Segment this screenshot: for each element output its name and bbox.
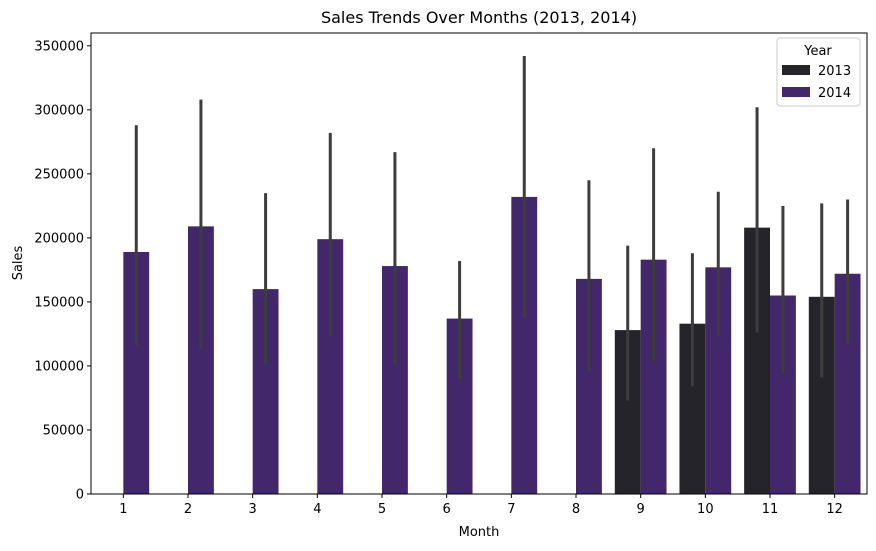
x-tick-label: 1 (119, 502, 127, 517)
chart-title: Sales Trends Over Months (2013, 2014) (321, 8, 637, 27)
x-tick-label: 3 (249, 502, 257, 517)
y-axis-label: Sales (11, 245, 26, 280)
x-tick-label: 2 (184, 502, 192, 517)
legend-swatch-2014 (782, 87, 810, 97)
y-tick-label: 250000 (34, 167, 84, 182)
legend-label-2013: 2013 (818, 64, 851, 79)
y-tick-label: 200000 (34, 231, 84, 246)
x-tick-label: 5 (378, 502, 386, 517)
y-tick-label: 0 (76, 488, 84, 503)
legend: Year 2013 2014 (776, 37, 861, 107)
x-tick-label: 10 (697, 502, 714, 517)
y-tick-label: 100000 (34, 359, 84, 374)
y-tick-label: 150000 (34, 295, 84, 310)
x-tick-label: 12 (826, 502, 843, 517)
legend-label-2014: 2014 (818, 86, 851, 101)
x-tick-label: 8 (572, 502, 580, 517)
x-tick-label: 7 (507, 502, 515, 517)
x-tick-label: 4 (313, 502, 321, 517)
axes-frame (90, 32, 868, 495)
x-tick-label: 6 (443, 502, 451, 517)
y-tick-label: 300000 (34, 103, 84, 118)
legend-title: Year (803, 44, 832, 59)
legend-swatch-2013 (782, 65, 810, 75)
x-tick-label: 9 (637, 502, 645, 517)
y-tick-label: 350000 (34, 39, 84, 54)
plot-area: 0 50000 100000 150000 200000 250000 300000 3500… (34, 32, 868, 517)
x-tick-label: 11 (762, 502, 779, 517)
y-tick-label: 50000 (43, 423, 84, 438)
x-axis-label: Month (459, 525, 500, 540)
